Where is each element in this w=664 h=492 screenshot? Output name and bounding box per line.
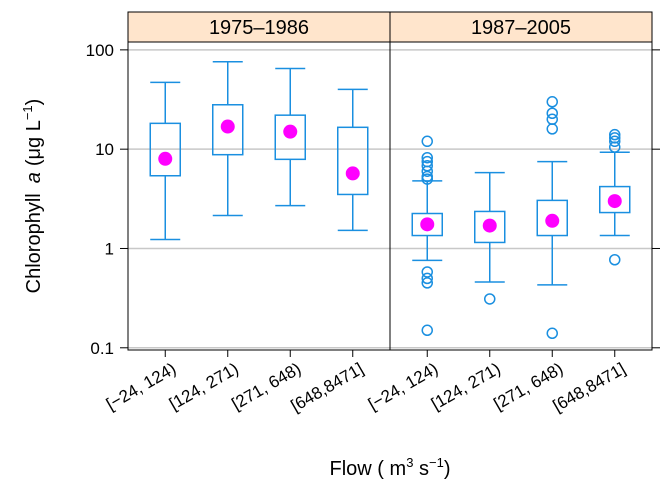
outlier — [484, 293, 496, 305]
median — [220, 119, 235, 134]
outlier — [421, 155, 433, 168]
x-axis-label: Flow ( m3 s−1) — [330, 455, 451, 480]
x-label-exp1: 3 — [406, 455, 413, 470]
box — [474, 210, 506, 244]
median — [283, 124, 298, 139]
median — [482, 218, 497, 233]
median — [420, 217, 435, 232]
x-tick-label: [−24, 124) — [103, 359, 179, 414]
y-tick-label: 1 — [105, 239, 114, 258]
y-tick-label: 0.1 — [90, 339, 114, 358]
outlier — [421, 277, 433, 289]
y-label-close: ) — [23, 99, 45, 106]
strip — [127, 11, 391, 43]
strip-label: 1987–2005 — [471, 17, 571, 39]
outlier — [421, 324, 433, 337]
outlier — [546, 96, 558, 108]
outlier — [546, 123, 558, 135]
outlier — [609, 254, 621, 266]
outlier — [421, 151, 433, 164]
median — [158, 151, 173, 166]
box — [536, 199, 568, 237]
x-label-exp2: −1 — [429, 455, 444, 470]
x-tick-label: [−24, 124) — [365, 359, 441, 414]
x-label-close: ) — [444, 458, 451, 480]
outlier — [546, 113, 558, 126]
outlier — [546, 327, 558, 340]
panel — [389, 41, 653, 351]
x-tick-label: [124, 271) — [428, 359, 504, 414]
y-tick-label: 100 — [86, 41, 114, 60]
outlier — [421, 135, 433, 148]
box — [411, 212, 443, 237]
box — [149, 122, 181, 177]
outlier — [609, 132, 621, 144]
y-label-text: Chlorophyll — [23, 193, 45, 293]
box — [337, 126, 369, 196]
y-axis-label: Chlorophyll a (μg L−1) — [20, 99, 45, 294]
y-label-unit: (μg L — [23, 120, 45, 166]
panel — [127, 41, 391, 351]
outlier — [421, 160, 433, 172]
median — [545, 213, 560, 228]
y-label-italic: a — [23, 172, 45, 183]
outlier — [546, 107, 558, 119]
median — [345, 166, 360, 181]
median — [607, 194, 622, 209]
outlier — [609, 141, 621, 153]
box — [274, 114, 306, 161]
box — [212, 104, 244, 156]
x-label-mid: s — [413, 458, 429, 480]
x-tick-label: [124, 271) — [166, 359, 242, 414]
outlier — [421, 272, 433, 285]
strip-label: 1975–1986 — [209, 17, 309, 39]
y-label-exponent: −1 — [20, 105, 35, 120]
y-tick-label: 10 — [95, 140, 114, 159]
box — [599, 185, 631, 214]
outlier — [421, 266, 433, 278]
x-label-text: Flow ( m — [330, 458, 407, 480]
outlier — [609, 135, 621, 148]
outlier — [609, 128, 621, 141]
